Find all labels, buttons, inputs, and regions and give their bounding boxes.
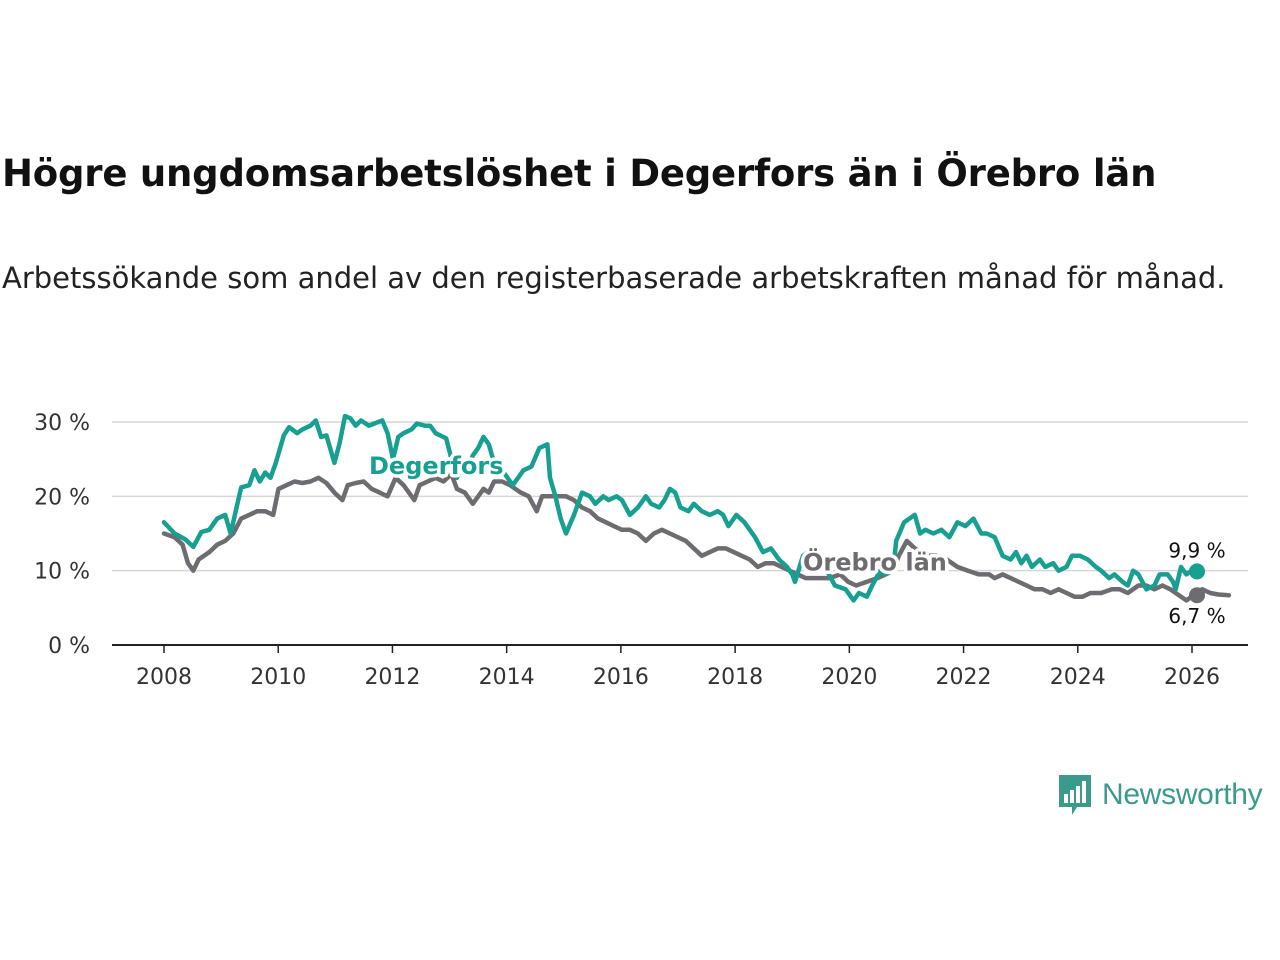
x-tick-label: 2024: [1050, 665, 1106, 690]
y-tick-label: 30 %: [34, 411, 90, 436]
series-line-degerfors: [161, 413, 1200, 603]
end-value-label-orebro-lan: 6,7 %: [1168, 604, 1225, 628]
series-lines: [161, 413, 1232, 603]
x-tick-label: 2022: [936, 665, 992, 690]
end-markers: 9,9 % 6,7 %: [1168, 538, 1225, 628]
x-tick-label: 2018: [707, 665, 763, 690]
x-tick-label: 2026: [1164, 665, 1220, 690]
chart-subtitle: Arbetssökande som andel av den registerb…: [2, 261, 1226, 295]
y-tick-label: 10 %: [34, 560, 90, 585]
end-marker-degerfors: [1189, 563, 1205, 580]
newsworthy-logo: Newsworthy: [1058, 774, 1263, 816]
series-line-orebro-lan: [161, 471, 1232, 603]
y-tick-label: 0 %: [48, 634, 90, 659]
series-label-degerfors: Degerfors: [369, 452, 504, 480]
chart-title: Högre ungdomsarbetslöshet i Degerfors än…: [2, 152, 1157, 195]
y-axis-ticks: 0 % 10 % 20 % 30 %: [34, 411, 90, 659]
logo-text: Newsworthy: [1102, 778, 1263, 811]
x-tick-label: 2012: [364, 665, 420, 690]
line-chart: 0 % 10 % 20 % 30 % 2008 2010 2012 2014 2016 2018…: [34, 411, 1248, 690]
x-tick-label: 2008: [136, 665, 192, 690]
end-value-label-degerfors: 9,9 %: [1168, 538, 1225, 562]
x-tick-label: 2016: [593, 665, 649, 690]
bar-chart-speech-bubble-icon: [1059, 775, 1091, 815]
x-tick-label: 2010: [250, 665, 306, 690]
y-tick-label: 20 %: [34, 485, 90, 510]
end-marker-orebro-lan: [1189, 587, 1205, 604]
series-label-orebro-lan: Örebro län: [803, 547, 947, 577]
x-axis-ticks: 2008 2010 2012 2014 2016 2018 2020 2022 2024 2026: [136, 645, 1220, 690]
x-tick-label: 2014: [479, 665, 535, 690]
gridlines: [112, 421, 1248, 646]
x-tick-label: 2020: [821, 665, 877, 690]
series-labels: Degerfors Örebro län: [366, 449, 951, 581]
